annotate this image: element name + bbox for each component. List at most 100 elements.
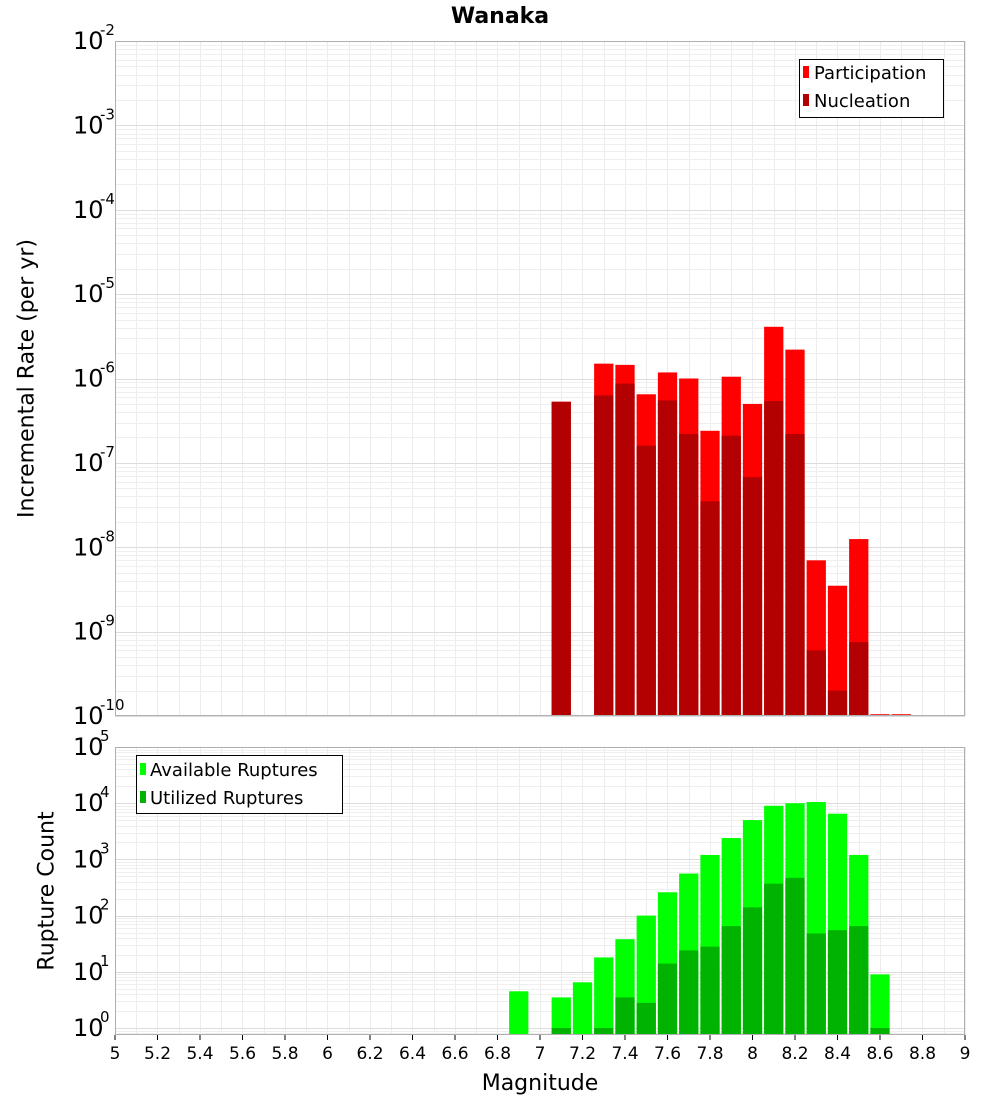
y-tick-base: 10 <box>73 280 104 308</box>
legend-label-utilized-ruptures: Utilized Ruptures <box>150 788 303 809</box>
x-tick-label: 5.2 <box>144 1044 171 1064</box>
x-tick-label: 5.4 <box>186 1044 213 1064</box>
bar-nucleation-8 <box>742 477 763 716</box>
bar-available-ruptures-7.3 <box>594 957 614 1035</box>
bottom-legend: Available Ruptures Utilized Ruptures <box>136 755 343 814</box>
y-tick-base: 10 <box>73 789 104 817</box>
y-tick-base: 10 <box>73 845 104 873</box>
y-tick-exponent: -8 <box>100 527 115 545</box>
bottom-plot-frame <box>115 747 965 1035</box>
bar-nucleation-8.1 <box>764 401 784 716</box>
y-tick-exponent: 3 <box>100 839 110 857</box>
y-tick-base: 10 <box>73 702 104 730</box>
y-tick-base: 10 <box>73 902 104 930</box>
x-tick-label: 8.4 <box>824 1044 851 1064</box>
y-tick-exponent: 4 <box>100 783 110 801</box>
y-tick-exponent: -10 <box>100 696 125 714</box>
x-tick-label: 6.4 <box>399 1044 426 1064</box>
x-tick-label: 8.2 <box>781 1044 808 1064</box>
y-tick-exponent: -4 <box>100 190 115 208</box>
x-tick-label: 6.6 <box>441 1044 468 1064</box>
top-legend: Participation Nucleation <box>799 59 944 118</box>
bar-utilized-ruptures-7.5 <box>636 1002 656 1035</box>
top-y-axis-label: Incremental Rate (per yr) <box>15 239 40 518</box>
x-tick-label: 7.8 <box>696 1044 723 1064</box>
legend-label-available-ruptures: Available Ruptures <box>150 760 318 781</box>
y-tick-base: 10 <box>73 618 104 646</box>
y-tick-exponent: -2 <box>100 21 115 39</box>
y-tick-exponent: 1 <box>100 952 110 970</box>
y-tick-base: 10 <box>73 449 104 477</box>
bar-available-ruptures-7.2 <box>572 982 593 1035</box>
y-tick-base: 10 <box>73 365 104 393</box>
bar-utilized-ruptures-7.3 <box>594 1027 614 1035</box>
x-tick-label: 8 <box>747 1044 758 1064</box>
y-tick-base: 10 <box>73 196 104 224</box>
bar-available-ruptures-7.1 <box>551 997 571 1035</box>
bar-utilized-ruptures-7.9 <box>721 926 741 1035</box>
x-tick-label: 5.6 <box>229 1044 256 1064</box>
x-tick-label: 5.8 <box>271 1044 298 1064</box>
bar-nucleation-7.1 <box>551 401 571 716</box>
bar-nucleation-8.4 <box>827 690 848 716</box>
bar-utilized-ruptures-7.1 <box>551 1027 571 1035</box>
bar-utilized-ruptures-7.4 <box>615 997 635 1035</box>
bottom-bars <box>509 802 890 1035</box>
bar-nucleation-7.4 <box>615 383 635 716</box>
legend-swatch-participation <box>803 66 809 78</box>
bar-nucleation-7.9 <box>721 435 741 716</box>
x-tick-label: 7.6 <box>654 1044 681 1064</box>
y-tick-exponent: 5 <box>100 727 110 745</box>
y-tick-exponent: -9 <box>100 612 115 630</box>
bottom-y-axis-label: Rupture Count <box>35 811 60 971</box>
y-tick-exponent: -3 <box>100 105 115 123</box>
x-tick-label: 7.4 <box>611 1044 638 1064</box>
legend-swatch-nucleation <box>803 94 809 106</box>
x-tick-label: 6 <box>322 1044 333 1064</box>
bar-nucleation-8.2 <box>785 433 805 716</box>
bar-participation-8.4 <box>827 585 848 716</box>
x-tick-label: 6.8 <box>484 1044 511 1064</box>
bar-utilized-ruptures-8.5 <box>849 926 869 1035</box>
bar-utilized-ruptures-8.4 <box>827 930 848 1035</box>
bar-utilized-ruptures-8.2 <box>785 877 805 1035</box>
x-tick-label: 6.2 <box>356 1044 383 1064</box>
bar-utilized-ruptures-7.7 <box>679 950 699 1035</box>
legend-label-participation: Participation <box>814 63 926 84</box>
y-tick-base: 10 <box>73 111 104 139</box>
x-axis-label: Magnitude <box>482 1071 599 1096</box>
bar-utilized-ruptures-7.6 <box>657 963 678 1035</box>
y-tick-exponent: 0 <box>100 1008 110 1026</box>
bar-utilized-ruptures-8.1 <box>764 883 784 1035</box>
y-tick-exponent: -6 <box>100 359 115 377</box>
chart-title: Wanaka <box>451 4 549 29</box>
bar-nucleation-8.5 <box>849 642 869 716</box>
bar-nucleation-7.8 <box>700 501 720 716</box>
legend-swatch-available-ruptures <box>140 763 146 775</box>
x-tick-label: 5 <box>110 1044 121 1064</box>
bar-utilized-ruptures-8.3 <box>806 933 826 1035</box>
x-ticks: 5 5.2 5.4 5.6 5.8 6 6.2 6.4 6.6 6.8 7 7.2 7.4 7.6 7.8 8… <box>110 1035 971 1064</box>
y-tick-exponent: -5 <box>100 274 115 292</box>
y-tick-base: 10 <box>73 533 104 561</box>
top-legend-box <box>799 59 944 118</box>
y-tick-exponent: 2 <box>100 896 110 914</box>
y-tick-base: 10 <box>73 1014 104 1042</box>
bar-utilized-ruptures-8 <box>742 907 763 1035</box>
bar-nucleation-7.6 <box>657 400 678 716</box>
y-tick-base: 10 <box>73 27 104 55</box>
legend-label-nucleation: Nucleation <box>814 91 910 112</box>
top-bars <box>551 326 911 716</box>
x-tick-label: 7 <box>535 1044 546 1064</box>
legend-swatch-utilized-ruptures <box>140 791 146 803</box>
y-tick-base: 10 <box>73 733 104 761</box>
y-tick-base: 10 <box>73 958 104 986</box>
x-tick-label: 9 <box>960 1044 971 1064</box>
top-plot-frame <box>115 41 965 716</box>
bar-nucleation-8.3 <box>806 650 826 716</box>
